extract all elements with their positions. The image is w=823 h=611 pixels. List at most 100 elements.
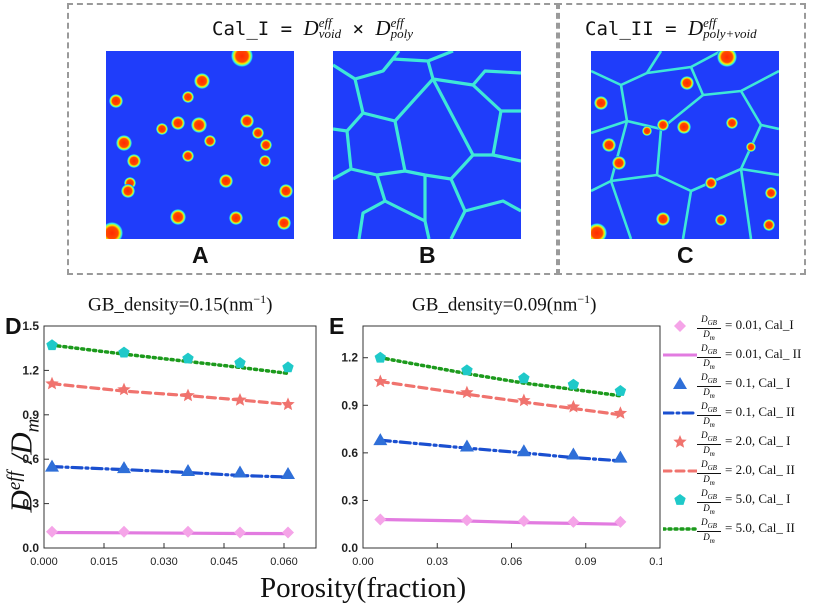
y-tick-label: 0.3 [341,493,358,507]
legend-item: DGB Dm = 0.01, Cal_I [663,314,823,343]
data-point [613,450,628,463]
plot-frame [362,325,661,549]
data-point [282,361,294,373]
legend-swatch [663,353,697,357]
data-point [181,464,195,477]
legend-label: = 0.1, Cal_ I [725,375,791,390]
data-point [460,385,474,399]
series-line [50,382,290,407]
y-tick-label: 0.9 [22,408,39,422]
chart-d-title: GB_density=0.15(nm−1) [88,292,273,316]
legend-label: = 2.0, Cal_ II [725,462,795,477]
legend: DGB Dm = 0.01, Cal_I DGB Dm = 0.01, Cal_ II DG… [663,312,823,562]
data-point [567,378,580,390]
legend-item: DGB Dm = 2.0, Cal_ II [663,459,823,487]
data-point [374,351,386,363]
x-tick-label: 0.12 [649,556,662,566]
legend-item: DGB Dm = 5.0, Cal_ II [663,517,823,546]
legend-swatch [673,435,687,448]
chart-d: 0.000 0.015 0.030 0.045 0.060 0.0 0.3 0.6 0.9 1.2… [22,319,317,566]
data-point [566,399,580,413]
legend-fraction: DGB Dm [697,517,721,546]
chart-e-title: GB_density=0.09(nm−1) [412,292,597,316]
legend-marker [674,320,686,332]
data-point [374,513,387,526]
data-point [233,393,247,406]
x-tick-label: 0.09 [575,556,596,566]
x-tick-label: 0.015 [90,556,118,566]
panel-label-a: A [192,242,209,268]
series-line [50,343,290,376]
legend-swatch [673,377,687,389]
legend-label: = 5.0, Cal_ II [725,520,795,535]
x-axis-label: Porosity(fraction) [260,572,467,604]
legend-fraction: DGB Dm [697,401,721,430]
legend-label: = 0.01, Cal_I [725,317,794,332]
x-tick-label: 0.00 [352,556,373,566]
series-line [50,465,290,479]
series-line [378,438,622,463]
legend-label: = 5.0, Cal_ I [725,491,791,506]
data-point [282,526,294,539]
x-tick-label: 0.03 [427,556,448,566]
x-tick-label: 0.030 [150,556,178,566]
data-point [517,515,530,528]
x-tick-label: 0.060 [270,556,298,566]
panel-label-c: C [677,242,694,268]
legend-label: = 0.01, Cal_ II [725,346,802,361]
legend-fraction: DGB Dm [697,488,721,517]
legend-item: DGB Dm = 2.0, Cal_ I [663,430,823,459]
panel-label-e: E [329,313,345,339]
data-point [45,459,59,472]
chart-e: 0.00 0.03 0.06 0.09 0.12 0.0 0.3 0.6 0.9 1.2 [341,325,662,566]
combined-voids [591,51,777,239]
data-point [518,372,530,384]
frame-cal-ii [556,3,806,275]
x-tick-label: 0.045 [210,556,238,566]
data-point [459,439,474,452]
panel-label-d: D [5,313,22,339]
series-line [378,355,623,398]
plot-frame [43,325,317,549]
data-point [614,385,627,396]
y-tick-label: 1.2 [341,351,358,365]
legend-item: DGB Dm = 0.01, Cal_ II [663,343,823,371]
data-point [182,525,194,538]
legend-fraction: DGB Dm [697,430,721,459]
data-point [613,406,628,419]
data-point [567,515,580,528]
grain-boundary-network [333,51,521,239]
legend-marker [673,377,687,389]
y-tick-label: 1.2 [22,363,39,377]
y-tick-label: 0.0 [341,541,358,555]
data-point [516,444,531,457]
legend-item: DGB Dm = 5.0, Cal_ I [663,488,823,517]
series-line [378,379,622,417]
y-tick-label: 0.9 [341,398,358,412]
grain-boundaries-svg [333,51,521,239]
legend-swatch [674,494,686,505]
panel-label-b: B [419,242,436,268]
legend-item: DGB Dm = 0.1, Cal_ I [663,372,823,400]
legend-fraction: DGB Dm [697,314,721,343]
data-point [234,526,246,539]
frame-cal-i [67,3,560,275]
simulation-image-voids [106,51,294,239]
data-point [46,339,58,351]
y-tick-label: 0.6 [22,452,39,466]
legend-marker [674,494,686,505]
data-point [281,467,295,479]
data-point [118,525,130,538]
y-tick-label: 1.5 [22,319,39,333]
data-point [281,397,295,411]
data-point [517,393,531,407]
voids-svg [106,51,293,239]
data-point [566,447,581,460]
data-point [117,461,131,474]
data-point [233,465,247,478]
legend-swatch [674,320,686,332]
data-point [118,346,130,358]
data-point [46,525,58,538]
